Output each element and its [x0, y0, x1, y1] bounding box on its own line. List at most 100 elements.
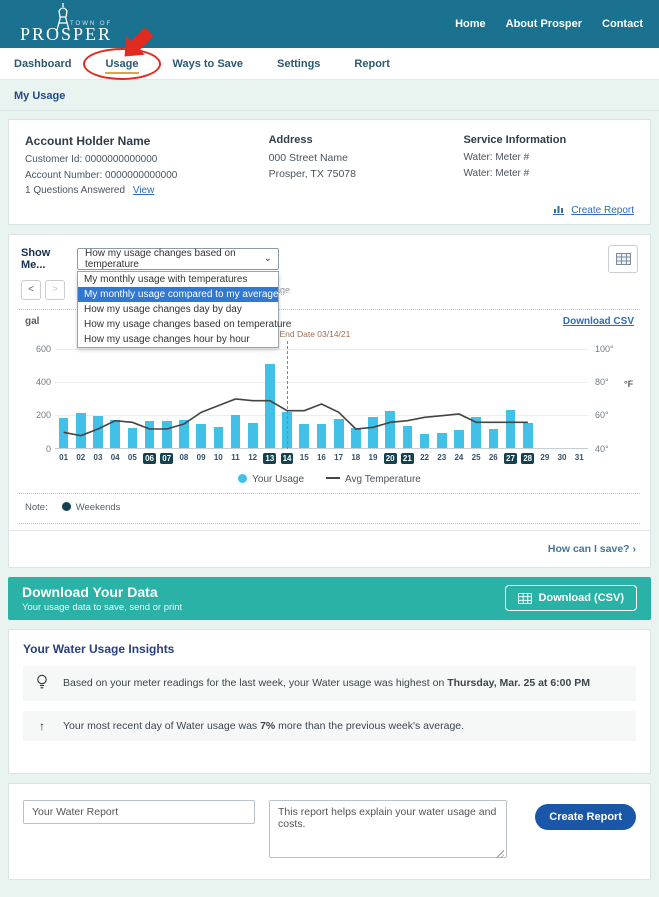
- temperature-line-icon: [326, 476, 341, 479]
- dropdown-option[interactable]: My monthly usage with temperatures: [84, 273, 248, 285]
- x-label-day-25: 25: [471, 452, 481, 462]
- x-label-day-04: 04: [110, 452, 120, 462]
- insight-row: Based on your meter readings for the las…: [23, 665, 636, 701]
- note-label: Note:: [25, 501, 48, 513]
- usage-bar-day-24[interactable]: [454, 430, 464, 448]
- subnav-tab-label: Report: [354, 57, 390, 70]
- subnav-tab-label: Settings: [277, 57, 321, 70]
- x-label-day-05: 05: [127, 452, 137, 462]
- usage-bar-day-13[interactable]: [265, 364, 275, 448]
- download-data-title: Download Your Data: [22, 583, 158, 600]
- usage-bar-day-25[interactable]: [471, 416, 482, 448]
- usage-bar-day-20[interactable]: [385, 410, 396, 448]
- subnav-tab-settings[interactable]: Settings: [277, 58, 320, 70]
- usage-bar-day-10[interactable]: [213, 426, 224, 448]
- usage-dot-icon: [238, 473, 248, 483]
- show-me-select[interactable]: How my usage changes based on temperatur…: [77, 247, 279, 270]
- usage-bar-day-11[interactable]: [230, 415, 241, 448]
- logo-town-of: TOWN OF: [70, 21, 113, 27]
- service-lines: Water: Meter # Water: Meter #: [463, 150, 634, 181]
- subnav-tab-label: Usage: [105, 57, 139, 74]
- x-label-day-23: 23: [437, 452, 447, 462]
- create-report-button[interactable]: Create Report: [535, 803, 636, 830]
- subnav-tab-report[interactable]: Report: [354, 58, 389, 70]
- left-axis-tick: 200: [35, 410, 51, 421]
- left-axis-tick: 600: [35, 343, 51, 354]
- service-info-title: Service Information: [463, 134, 567, 146]
- account-card: Account Holder Name Customer Id: 0000000…: [8, 119, 651, 225]
- dropdown-option[interactable]: How my usage changes hour by hour: [84, 333, 250, 345]
- download-data-subtitle: Your usage data to save, send or print: [22, 601, 183, 613]
- usage-bar-day-01[interactable]: [58, 418, 69, 448]
- usage-bar-day-27[interactable]: [505, 410, 516, 448]
- usage-bar-day-05[interactable]: [127, 428, 138, 448]
- usage-bar-chart: 0 200 400 600 40° 60° 80° 100° °F Bill End Date 0…: [36, 329, 633, 454]
- x-label-day-28: 28: [519, 452, 536, 464]
- top-nav-link-about-prosper[interactable]: About Prosper: [505, 18, 583, 30]
- x-axis-labels: 01 02 03 04 05 06 07 08 09 10 11 12 13 14 15 16 17 18 19 20…: [55, 452, 588, 464]
- next-period-button[interactable]: >: [45, 279, 65, 300]
- insights-title: Your Water Usage Insights: [23, 641, 175, 656]
- usage-bar-day-04[interactable]: [110, 420, 120, 448]
- prev-period-button[interactable]: <: [21, 279, 41, 300]
- usage-bar-day-22[interactable]: [419, 434, 430, 448]
- x-label-day-03: 03: [93, 452, 103, 462]
- insight-highlight: Thursday, Mar. 25 at 6:00 PM: [447, 677, 591, 689]
- weekends-note: Note: Weekends: [21, 500, 638, 515]
- download-csv-button[interactable]: Download (CSV): [505, 585, 637, 611]
- usage-bar-day-06[interactable]: [144, 420, 155, 448]
- dropdown-option[interactable]: How my usage changes day by day: [84, 303, 242, 315]
- page-title: My Usage: [0, 80, 659, 111]
- how-can-i-save-link[interactable]: How can I save? ›: [547, 542, 636, 555]
- usage-bar-day-08[interactable]: [179, 420, 189, 448]
- download-csv-link[interactable]: Download CSV: [562, 315, 634, 327]
- x-label-day-26: 26: [488, 452, 498, 462]
- usage-bar-day-28[interactable]: [523, 422, 533, 448]
- subnav-tab-usage[interactable]: Usage: [82, 26, 161, 80]
- usage-bar-day-18[interactable]: [351, 428, 361, 448]
- prosper-logo: TOWN OF PROSPER: [14, 0, 154, 48]
- questions-answered: 1 Questions Answered: [25, 185, 126, 196]
- x-label-day-22: 22: [420, 452, 429, 462]
- usage-bar-day-03[interactable]: [93, 415, 103, 448]
- dropdown-option[interactable]: My monthly usage compared to my average …: [78, 286, 309, 302]
- x-label-day-09: 09: [196, 452, 206, 462]
- table-view-button[interactable]: [608, 244, 638, 273]
- gridline: [55, 348, 588, 350]
- top-nav-link-home[interactable]: Home: [455, 18, 486, 30]
- report-name-input[interactable]: [23, 799, 255, 824]
- view-link[interactable]: View: [132, 185, 155, 196]
- weekend-day-badge: 07: [160, 452, 174, 464]
- dropdown-option[interactable]: How my usage changes based on temperatur…: [84, 318, 292, 330]
- subnav-tab-ways-to-save[interactable]: Ways to Save: [173, 58, 244, 70]
- usage-bar-day-16[interactable]: [316, 424, 327, 448]
- address-title: Address: [268, 134, 313, 146]
- service-line: Water: Meter #: [463, 167, 530, 179]
- usage-bar-day-23[interactable]: [437, 433, 447, 448]
- usage-bar-day-09[interactable]: [196, 424, 206, 448]
- insight-text: Your most recent day of Water usage was …: [63, 719, 465, 732]
- legend-item-your-usage: Your Usage: [238, 473, 304, 485]
- x-label-day-30: 30: [557, 452, 567, 462]
- usage-bar-day-15[interactable]: [299, 424, 310, 448]
- bill-end-date-line: [287, 340, 289, 449]
- usage-bar-day-12[interactable]: [247, 422, 258, 448]
- report-description-textarea[interactable]: This report helps explain your water usa…: [269, 799, 507, 858]
- usage-bar-day-02[interactable]: [75, 412, 86, 448]
- x-label-day-15: 15: [299, 452, 309, 462]
- usage-bar-day-26[interactable]: [488, 429, 499, 448]
- subnav-tab-dashboard[interactable]: Dashboard: [14, 58, 71, 70]
- account-number: Account Number: 0000000000000: [25, 169, 178, 181]
- usage-chart-card: Show Me... How my usage changes based on…: [8, 233, 651, 568]
- top-nav-link-contact[interactable]: Contact: [602, 18, 643, 30]
- show-me-label: Show Me...: [21, 246, 51, 271]
- usage-bar-day-07[interactable]: [161, 420, 172, 448]
- sub-nav: Dashboard Usage Ways to Save Settings Report: [0, 26, 659, 80]
- usage-bar-day-19[interactable]: [368, 416, 378, 448]
- left-axis-tick: 400: [35, 376, 51, 387]
- left-axis-tick: 0: [45, 443, 51, 454]
- x-label-day-13: 13: [261, 452, 278, 464]
- usage-bar-day-17[interactable]: [333, 419, 344, 448]
- usage-bar-day-21[interactable]: [402, 425, 413, 448]
- create-report-link[interactable]: Create Report: [571, 204, 634, 216]
